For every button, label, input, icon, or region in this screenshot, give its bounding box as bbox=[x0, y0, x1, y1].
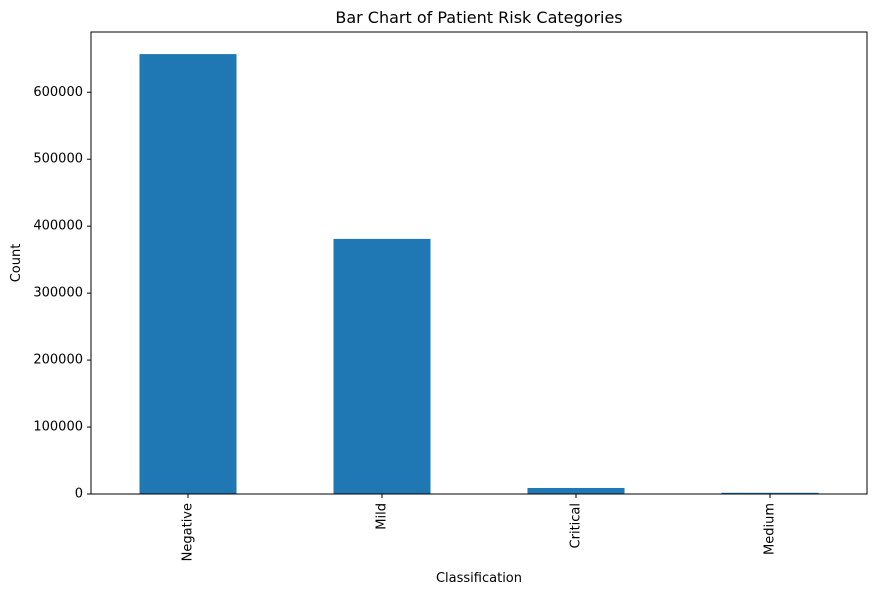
bar-critical bbox=[527, 487, 625, 494]
x-tick-label: Medium bbox=[763, 503, 778, 555]
x-tick-label: Critical bbox=[569, 503, 584, 548]
bars-group bbox=[139, 54, 819, 495]
y-axis-title: Count bbox=[9, 244, 24, 283]
x-axis: Negative Mild Critical Medium bbox=[181, 494, 778, 561]
y-tick-label: 100000 bbox=[33, 420, 83, 435]
bar-negative bbox=[139, 54, 237, 495]
x-axis-title: Classification bbox=[436, 571, 522, 586]
bar-medium bbox=[721, 492, 819, 494]
y-axis: 0 100000 200000 300000 400000 500000 600000 bbox=[33, 85, 91, 502]
y-tick-label: 600000 bbox=[33, 85, 83, 100]
bar-mild bbox=[333, 238, 431, 494]
y-tick-label: 200000 bbox=[33, 353, 83, 368]
x-tick-label: Mild bbox=[375, 503, 390, 530]
y-tick-label: 300000 bbox=[33, 286, 83, 301]
chart-title: Bar Chart of Patient Risk Categories bbox=[335, 8, 622, 27]
y-tick-label: 0 bbox=[75, 487, 83, 502]
y-tick-label: 400000 bbox=[33, 219, 83, 234]
plot-frame bbox=[90, 31, 868, 495]
y-tick-label: 500000 bbox=[33, 152, 83, 167]
x-tick-label: Negative bbox=[181, 503, 196, 561]
